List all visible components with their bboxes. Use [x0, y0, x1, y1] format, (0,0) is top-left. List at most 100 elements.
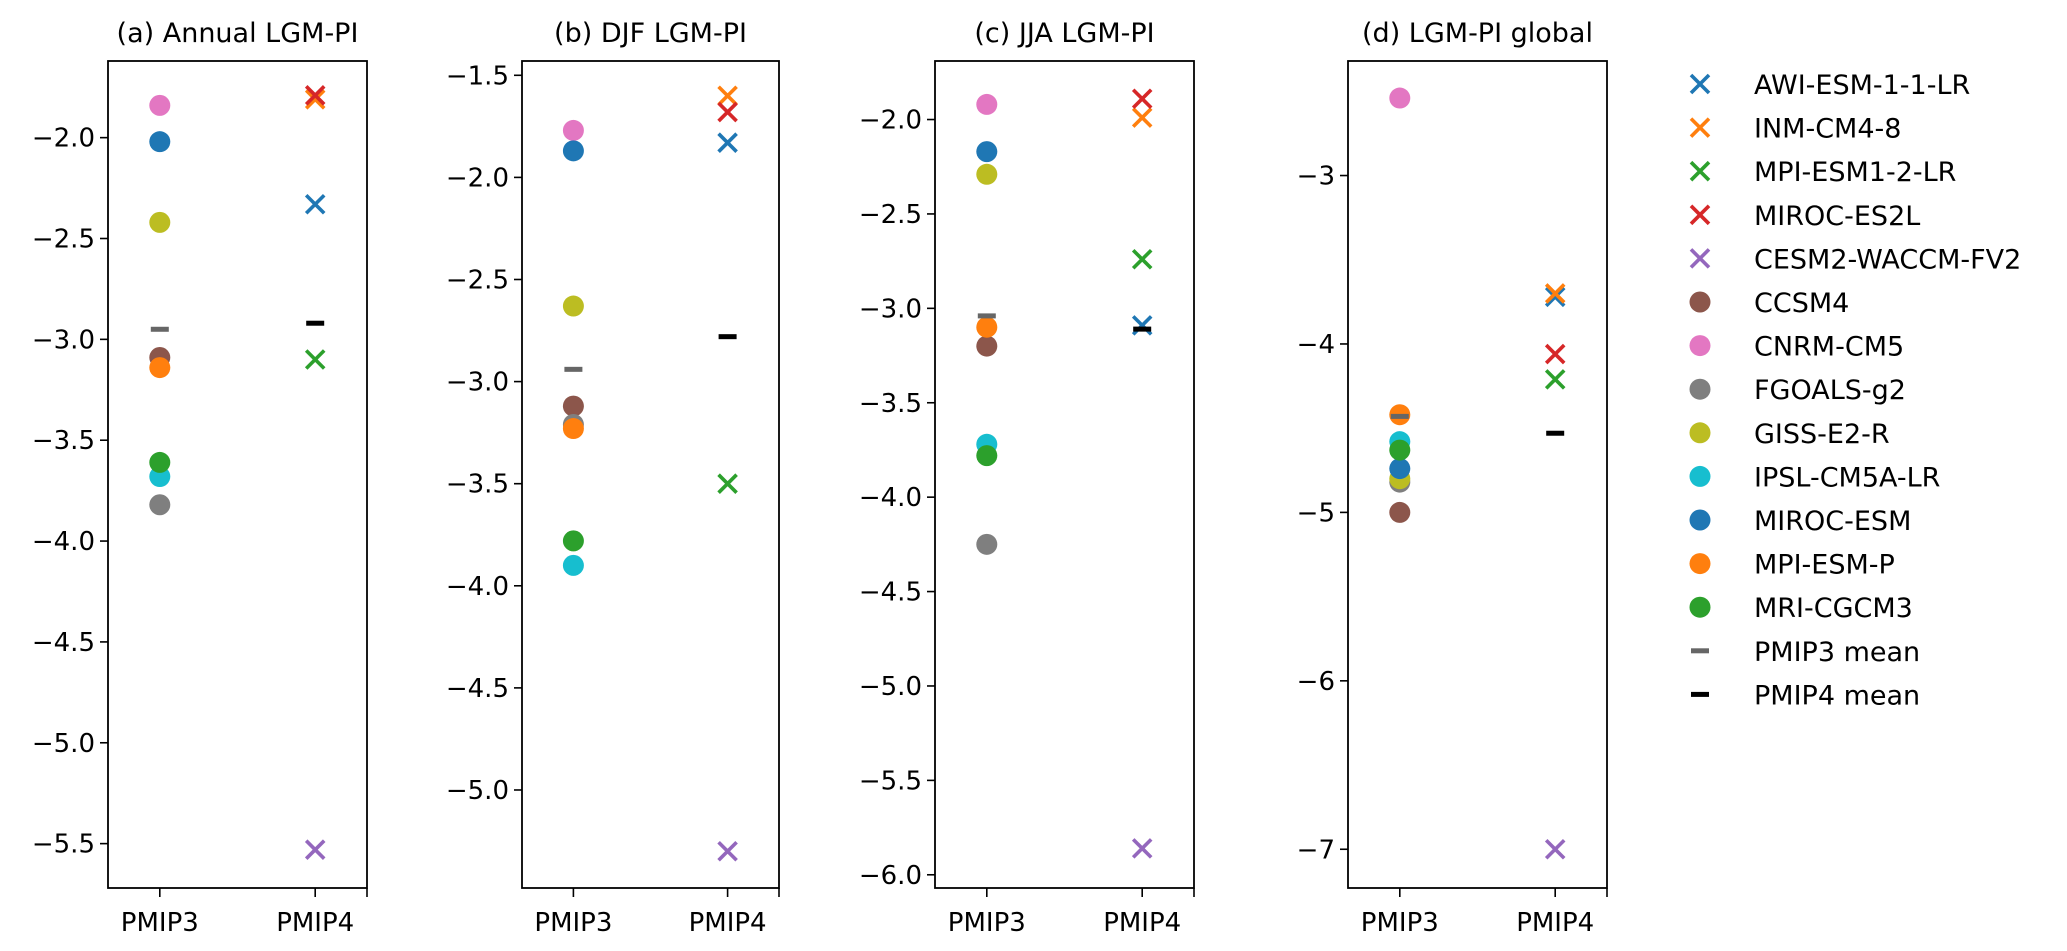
pmip3-mean-marker: [977, 313, 996, 319]
pmip4-point-mpi-esm1-2-lr: [717, 473, 738, 494]
y-tick-label: −3.0: [32, 325, 95, 355]
y-tick-label: −2.0: [32, 124, 95, 154]
legend-dot-marker: [1689, 553, 1711, 575]
y-tick-label: −5.0: [32, 729, 95, 759]
x-stroke: [1689, 248, 1711, 269]
x-stroke: [304, 193, 326, 215]
pmip3-point-ipsl-cm5a-lr: [562, 554, 584, 576]
x-tick-label: PMIP3: [1361, 908, 1439, 938]
y-tick-label: −3.5: [859, 389, 922, 419]
x-stroke: [1689, 204, 1711, 226]
x-stroke: [1131, 248, 1153, 270]
axes-frame: [521, 60, 780, 889]
y-tick-label: −4.0: [859, 483, 922, 513]
panel-title: (d) LGM-PI global: [1362, 18, 1593, 49]
legend-dot-marker: [1689, 422, 1711, 444]
pmip3-point-giss-e2-r: [976, 163, 998, 185]
x-stroke: [1544, 283, 1566, 304]
y-tick-label: −3: [1297, 162, 1335, 192]
legend-entry: CESM2-WACCM-FV2: [1689, 244, 2021, 275]
legend-entry: MRI-CGCM3: [1689, 593, 1913, 624]
pmip3-point-mri-cgcm3: [149, 451, 171, 473]
y-tick-label: −4.5: [859, 578, 922, 608]
x-stroke: [1689, 73, 1711, 95]
pmip4-point-inm-cm4-8: [1131, 107, 1153, 128]
x-stroke: [1689, 117, 1711, 138]
legend-x-marker: [1689, 73, 1711, 95]
pmip4-point-miroc-es2l: [304, 85, 326, 106]
legend-label: AWI-ESM-1-1-LR: [1754, 70, 1970, 101]
y-tick-label: −2.5: [859, 200, 922, 230]
pmip3-point-mri-cgcm3: [1389, 439, 1411, 461]
pmip4-point-awi-esm-1-1-lr: [1131, 315, 1153, 336]
legend-entry: INM-CM4-8: [1689, 114, 1901, 145]
pmip4-mean-marker: [718, 334, 737, 340]
pmip3-point-miroc-esm: [1389, 458, 1411, 480]
y-tick-label: −4.5: [446, 674, 509, 704]
x-stroke: [717, 101, 738, 123]
x-stroke: [1544, 343, 1566, 365]
y-tick-label: −4: [1297, 330, 1335, 360]
y-tick-label: −3.5: [32, 426, 95, 456]
pmip3-point-fgoals-g2: [149, 494, 171, 516]
pmip4-point-miroc-es2l: [1544, 343, 1566, 365]
x-tick-label: PMIP4: [1103, 908, 1181, 938]
pmip3-point-mri-cgcm3: [562, 530, 584, 552]
pmip3-point-cnrm-cm5: [149, 94, 171, 116]
pmip3-point-mpi-esm-p: [562, 418, 584, 440]
x-stroke: [717, 473, 738, 494]
pmip3-point-miroc-esm: [976, 141, 998, 163]
y-tick-label: −3.5: [446, 470, 509, 500]
pmip3-mean-marker: [564, 366, 583, 372]
pmip4-point-inm-cm4-8: [304, 89, 326, 110]
pmip4-point-mpi-esm1-2-lr: [304, 349, 326, 370]
panel-a: (a) Annual LGM-PI −2.0 −2.5 −3.0 −3.5 −4.0 −4.…: [32, 18, 368, 938]
panel-title: (a) Annual LGM-PI: [117, 18, 359, 49]
y-tick-label: −2.5: [446, 265, 509, 295]
legend-entry: MIROC-ESM: [1689, 506, 1911, 537]
pmip4-point-cesm2-waccm-fv2: [1544, 838, 1566, 860]
x-tick-label: PMIP3: [534, 908, 612, 938]
legend-label: MRI-CGCM3: [1754, 593, 1913, 624]
legend-label: MIROC-ES2L: [1754, 201, 1920, 232]
axes-frame: [934, 60, 1195, 889]
x-stroke: [717, 840, 738, 862]
pmip4-point-miroc-es2l: [717, 101, 738, 123]
legend-dot-marker: [1689, 291, 1711, 313]
panel-title: (b) DJF LGM-PI: [554, 18, 747, 49]
x-tick-label: PMIP3: [948, 908, 1026, 938]
x-tick-label: PMIP3: [121, 908, 199, 938]
y-tick-label: −4.0: [32, 527, 95, 557]
y-tick-label: −3.0: [859, 294, 922, 324]
pmip3-point-ccsm4: [562, 395, 584, 417]
legend-label: MIROC-ESM: [1754, 506, 1911, 537]
x-tick-label: PMIP4: [689, 908, 767, 938]
legend-label: MPI-ESM1-2-LR: [1754, 157, 1956, 188]
panel-title: (c) JJA LGM-PI: [974, 18, 1154, 49]
pmip4-point-awi-esm-1-1-lr: [304, 193, 326, 215]
legend-entry: CNRM-CM5: [1689, 332, 1904, 363]
x-stroke: [1544, 838, 1566, 860]
pmip4-point-awi-esm-1-1-lr: [717, 132, 738, 153]
legend-mean-marker: [1691, 648, 1709, 654]
y-tick-label: −6: [1297, 667, 1335, 697]
pmip4-point-cesm2-waccm-fv2: [304, 839, 326, 860]
pmip4-point-mpi-esm1-2-lr: [1544, 369, 1566, 390]
pmip3-point-ccsm4: [976, 335, 998, 357]
axes-frame: [1347, 60, 1608, 889]
pmip3-point-miroc-esm: [562, 140, 584, 162]
y-tick-label: −5: [1297, 498, 1335, 528]
y-tick-label: −2.5: [32, 225, 95, 255]
x-stroke: [304, 89, 326, 110]
legend-x-marker: [1689, 204, 1711, 226]
x-stroke: [1689, 160, 1711, 182]
legend-mean-marker: [1691, 691, 1709, 697]
legend-entry: IPSL-CM5A-LR: [1689, 462, 1940, 493]
pmip3-point-giss-e2-r: [562, 295, 584, 317]
y-tick-label: −4.5: [32, 628, 95, 658]
legend-entry: MIROC-ES2L: [1689, 201, 1920, 232]
legend-label: IPSL-CM5A-LR: [1754, 462, 1940, 493]
legend-entry: FGOALS-g2: [1689, 375, 1906, 406]
x-tick-label: PMIP4: [276, 908, 354, 938]
pmip3-mean-marker: [150, 326, 169, 332]
